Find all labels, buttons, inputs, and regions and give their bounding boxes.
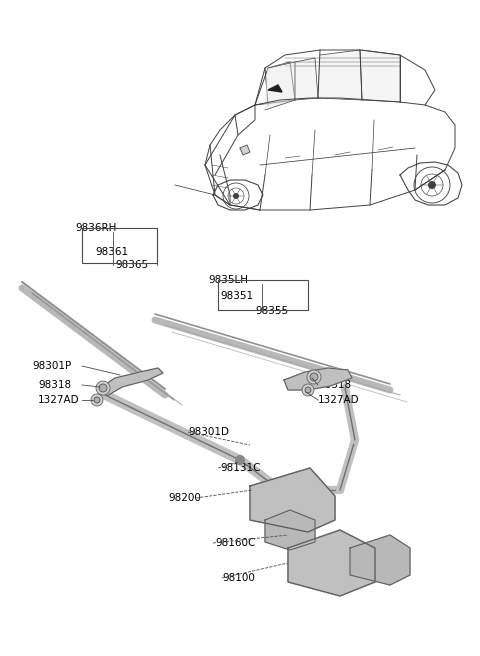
Circle shape — [305, 387, 311, 393]
Polygon shape — [350, 535, 410, 585]
Circle shape — [235, 455, 245, 465]
Text: 98318: 98318 — [38, 380, 71, 390]
Circle shape — [428, 181, 436, 189]
Circle shape — [91, 394, 103, 406]
Circle shape — [302, 384, 314, 396]
Polygon shape — [268, 85, 282, 92]
Polygon shape — [265, 62, 295, 110]
Polygon shape — [250, 468, 335, 532]
Text: 98351: 98351 — [220, 291, 253, 301]
Circle shape — [307, 370, 321, 384]
Text: 98160C: 98160C — [215, 538, 255, 548]
Polygon shape — [284, 368, 352, 390]
Polygon shape — [295, 58, 318, 100]
Polygon shape — [265, 510, 315, 550]
Text: 98365: 98365 — [115, 260, 148, 270]
Text: 9836RH: 9836RH — [75, 223, 116, 233]
Text: 98100: 98100 — [222, 573, 255, 583]
Text: 1327AD: 1327AD — [318, 395, 360, 405]
Polygon shape — [318, 50, 362, 100]
Text: 98355: 98355 — [255, 306, 288, 316]
Circle shape — [233, 193, 239, 199]
Text: 98131C: 98131C — [220, 463, 261, 473]
Text: 98361: 98361 — [95, 247, 128, 257]
Polygon shape — [240, 145, 250, 155]
Text: 98301D: 98301D — [188, 427, 229, 437]
Text: 9835LH: 9835LH — [208, 275, 248, 285]
Polygon shape — [362, 50, 400, 102]
Circle shape — [310, 373, 318, 381]
Text: 98200: 98200 — [168, 493, 201, 503]
Polygon shape — [288, 530, 375, 596]
Polygon shape — [100, 368, 163, 396]
Circle shape — [99, 384, 107, 392]
Circle shape — [94, 397, 100, 403]
Circle shape — [96, 381, 110, 395]
Text: 1327AD: 1327AD — [38, 395, 80, 405]
Text: 98301P: 98301P — [32, 361, 71, 371]
Text: 98318: 98318 — [318, 380, 351, 390]
